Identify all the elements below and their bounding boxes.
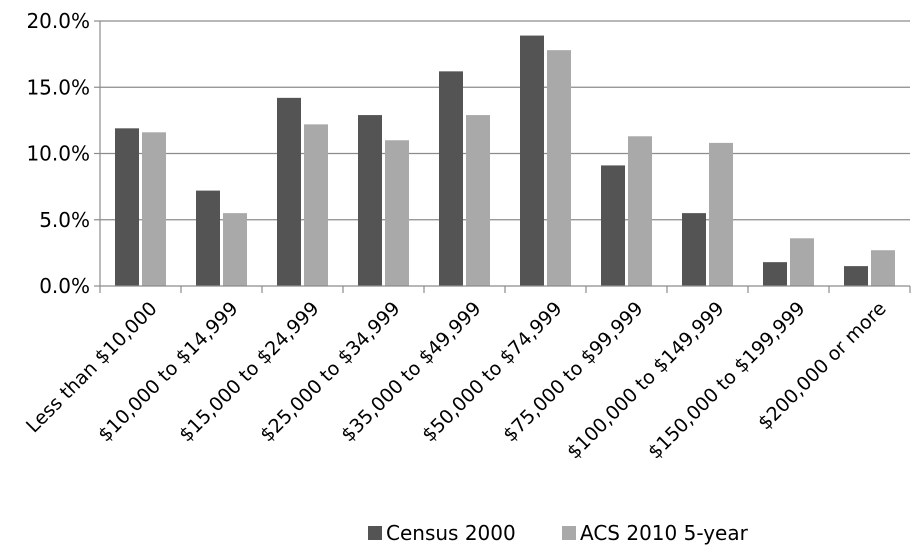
x-tick-label: $50,000 to $74,999 <box>418 298 567 447</box>
bar-acs-2010-7 <box>709 142 733 286</box>
bar-acs-2010-0 <box>142 132 166 286</box>
axes <box>99 21 911 293</box>
y-axis-tick-labels: 0.0% 5.0% 10.0% 15.0% 20.0% <box>26 9 90 298</box>
bar-census-2000-5 <box>520 35 544 287</box>
bar-census-2000-6 <box>601 165 625 286</box>
bar-acs-2010-4 <box>466 115 490 286</box>
x-tick-label: $25,000 to $34,999 <box>256 298 405 447</box>
bars <box>115 35 895 287</box>
bar-census-2000-9 <box>844 266 868 286</box>
legend: Census 2000 ACS 2010 5-year <box>368 521 749 545</box>
x-tick-label: $75,000 to $99,999 <box>499 298 648 447</box>
bar-census-2000-4 <box>439 71 463 286</box>
x-axis-tick-labels: Less than $10,000$10,000 to $14,999$15,0… <box>22 298 891 464</box>
bar-census-2000-2 <box>277 97 301 286</box>
legend-swatch-census-2000 <box>368 526 382 540</box>
x-tick-label: $100,000 to $149,999 <box>563 298 729 464</box>
bar-acs-2010-9 <box>871 250 895 286</box>
x-tick-label: $35,000 to $49,999 <box>337 298 486 447</box>
legend-label-census-2000: Census 2000 <box>386 521 516 545</box>
bar-acs-2010-1 <box>223 213 247 286</box>
bar-acs-2010-6 <box>628 136 652 286</box>
x-tick-label: $15,000 to $24,999 <box>175 298 324 447</box>
bar-census-2000-3 <box>358 115 382 286</box>
x-tick-label: $10,000 to $14,999 <box>94 298 243 447</box>
bar-acs-2010-5 <box>547 50 571 287</box>
bar-census-2000-1 <box>196 190 220 286</box>
bar-census-2000-8 <box>763 262 787 286</box>
y-tick-label: 5.0% <box>39 208 90 232</box>
y-tick-label: 20.0% <box>26 9 90 33</box>
bar-acs-2010-3 <box>385 140 409 286</box>
bar-acs-2010-8 <box>790 238 814 286</box>
x-tick-label: Less than $10,000 <box>22 298 162 438</box>
bar-acs-2010-2 <box>304 124 328 286</box>
bar-census-2000-7 <box>682 213 706 286</box>
y-tick-label: 15.0% <box>26 75 90 99</box>
legend-label-acs-2010: ACS 2010 5-year <box>580 521 749 545</box>
y-tick-label: 0.0% <box>39 274 90 298</box>
y-tick-label: 10.0% <box>26 142 90 166</box>
bar-census-2000-0 <box>115 128 139 286</box>
legend-swatch-acs-2010 <box>562 526 576 540</box>
x-tick-label: $150,000 to $199,999 <box>644 298 810 464</box>
